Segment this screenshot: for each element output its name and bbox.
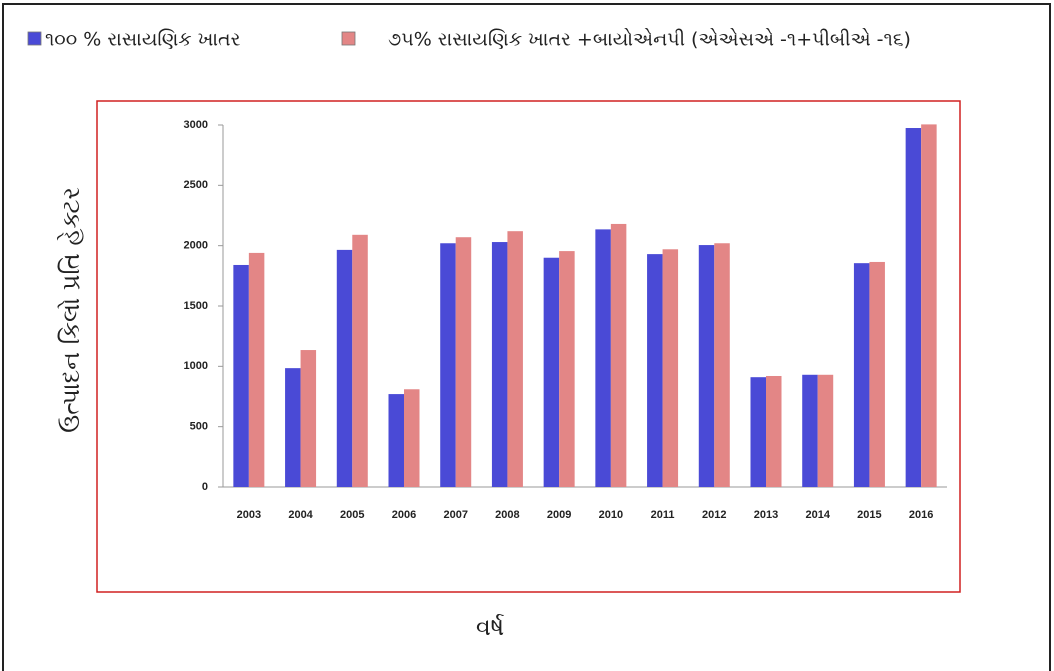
bar — [404, 389, 420, 487]
bar — [543, 257, 560, 487]
y-tick-label: 1000 — [184, 360, 208, 372]
bar — [352, 234, 368, 487]
y-tick-label: 2500 — [184, 179, 208, 191]
bar — [714, 243, 730, 487]
bar — [491, 242, 508, 487]
bar — [300, 350, 317, 487]
legend-swatch — [341, 31, 356, 46]
x-tick-label: 2009 — [547, 509, 571, 521]
bar — [905, 128, 922, 487]
bar — [388, 394, 404, 487]
bar — [802, 374, 818, 487]
x-axis-label: વર્ષ — [476, 613, 504, 641]
x-tick-label: 2016 — [909, 509, 933, 521]
bar — [610, 223, 627, 488]
bar — [507, 231, 523, 487]
y-axis-label: ઉત્પાદન કિલો પ્રતિ હેક્ટર — [57, 187, 85, 433]
x-tick-label: 2013 — [754, 509, 778, 521]
y-tick-label: 500 — [190, 421, 208, 433]
bar — [559, 251, 575, 487]
x-tick-label: 2012 — [702, 509, 726, 521]
bar — [248, 252, 265, 487]
x-tick-label: 2005 — [340, 509, 364, 521]
x-tick-label: 2015 — [857, 509, 881, 521]
bar — [336, 249, 353, 487]
y-tick-label: 2000 — [184, 240, 208, 252]
legend-label: ૧૦૦ % રાસાયણિક ખાતર — [45, 29, 241, 51]
legend-swatch — [27, 31, 42, 46]
y-tick-label: 0 — [202, 481, 208, 493]
bar — [662, 249, 679, 487]
bar — [817, 374, 834, 487]
bar — [233, 264, 249, 487]
x-tick-label: 2007 — [443, 509, 467, 521]
x-tick-label: 2014 — [805, 509, 830, 521]
bar — [698, 245, 715, 487]
bar — [285, 368, 301, 487]
plot-frame — [96, 100, 961, 593]
x-tick-label: 2004 — [288, 509, 313, 521]
x-tick-label: 2008 — [495, 509, 519, 521]
legend-label: ૭૫% રાસાયણિક ખાતર +બાયોએનપી (એએસએ -૧+પીબ… — [388, 29, 911, 51]
bar — [440, 243, 456, 487]
bar — [921, 124, 937, 487]
bar — [766, 375, 782, 487]
x-tick-label: 2010 — [599, 509, 623, 521]
x-tick-label: 2003 — [237, 509, 261, 521]
outer-frame — [2, 3, 1051, 671]
bar — [750, 377, 766, 487]
bar — [455, 237, 472, 487]
bar — [853, 263, 870, 487]
bar — [869, 261, 885, 487]
x-tick-label: 2011 — [651, 509, 675, 521]
y-tick-label: 1500 — [184, 300, 208, 312]
y-tick-label: 3000 — [184, 119, 208, 131]
bar — [647, 254, 663, 487]
x-tick-label: 2006 — [392, 509, 416, 521]
bar — [595, 229, 611, 488]
